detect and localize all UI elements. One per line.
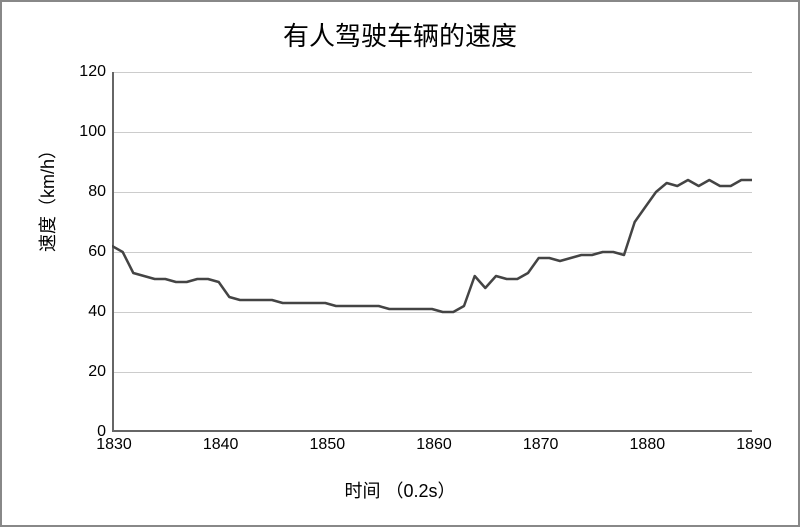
- x-tick-label: 1880: [630, 436, 666, 454]
- y-tick-label: 120: [79, 63, 106, 81]
- x-tick-label: 1860: [416, 436, 452, 454]
- chart-title: 有人驾驶车辆的速度: [2, 2, 798, 59]
- y-tick-label: 80: [88, 183, 106, 201]
- x-tick-label: 1890: [736, 436, 772, 454]
- y-tick-label: 60: [88, 243, 106, 261]
- y-tick-label: 20: [88, 363, 106, 381]
- x-tick-label: 1870: [523, 436, 559, 454]
- x-tick-label: 1850: [310, 436, 346, 454]
- x-tick-label: 1840: [203, 436, 239, 454]
- y-tick-label: 100: [79, 123, 106, 141]
- y-tick-label: 40: [88, 303, 106, 321]
- y-axis-label: 速度（km/h）: [34, 141, 60, 252]
- chart-container: 有人驾驶车辆的速度 速度（km/h） 020406080100120183018…: [0, 0, 800, 527]
- plot-area: 0204060801001201830184018501860187018801…: [112, 72, 752, 432]
- x-tick-label: 1830: [96, 436, 132, 454]
- x-axis-label: 时间 （0.2s）: [2, 477, 798, 503]
- line-series: [112, 72, 752, 432]
